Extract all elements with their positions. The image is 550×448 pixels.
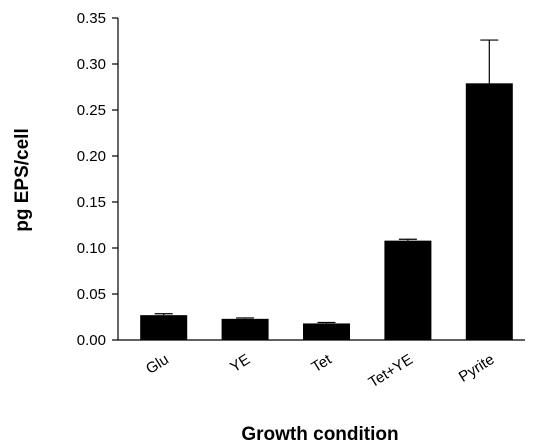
- error-bars: [154, 39, 499, 324]
- y-tick-label: 0.25: [77, 102, 106, 119]
- x-tick-label: Glu: [143, 351, 172, 378]
- y-axis: 0.00 0.05 0.10 0.15 0.20 0.25 0.30 0.35: [77, 10, 119, 349]
- bar-tet: [303, 323, 350, 340]
- x-tick-label: Pyrite: [456, 351, 498, 386]
- y-tick-label: 0.00: [77, 332, 106, 349]
- bar-pyrite: [465, 83, 513, 340]
- x-axis: Glu YE Tet Tet+YE Pyrite: [118, 339, 525, 391]
- y-tick-label: 0.05: [77, 286, 106, 303]
- x-tick-label: Tet+YE: [366, 351, 416, 391]
- x-tick-label: YE: [227, 351, 253, 376]
- bar-ye: [221, 318, 269, 340]
- bar-tet-ye: [384, 240, 432, 340]
- y-tick-label: 0.10: [77, 240, 106, 257]
- y-tick-label: 0.35: [77, 10, 106, 27]
- x-axis-title: Growth condition: [241, 424, 398, 445]
- y-tick-label: 0.20: [77, 148, 106, 165]
- bar-glu: [140, 315, 188, 340]
- y-tick-label: 0.30: [77, 56, 106, 73]
- y-axis-title: pg EPS/cell: [12, 128, 33, 231]
- x-tick-label: Tet: [309, 351, 336, 376]
- y-tick-label: 0.15: [77, 194, 106, 211]
- bars: [140, 83, 513, 340]
